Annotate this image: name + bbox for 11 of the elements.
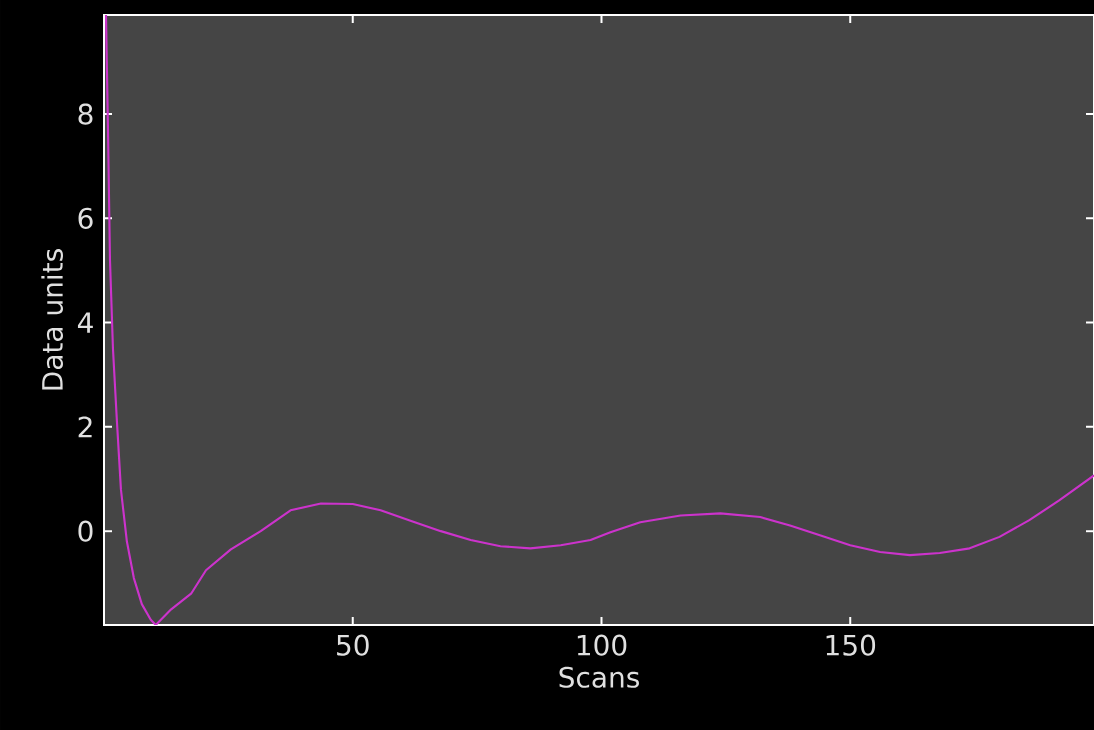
y-tick-label: 2 bbox=[78, 416, 92, 438]
y-tick-label: 0 bbox=[78, 520, 93, 542]
line-series bbox=[104, 14, 1094, 625]
x-tick-label: 100 bbox=[577, 634, 627, 656]
y-tick-label: 4 bbox=[77, 312, 93, 333]
x-tick-label: 50 bbox=[337, 634, 369, 656]
y-axis-title: Data units bbox=[41, 249, 63, 390]
y-tick-label: 6 bbox=[78, 207, 93, 229]
x-axis-title: Scans bbox=[559, 666, 639, 688]
y-tick-label: 8 bbox=[78, 103, 93, 125]
x-tick-label: 150 bbox=[826, 634, 876, 656]
